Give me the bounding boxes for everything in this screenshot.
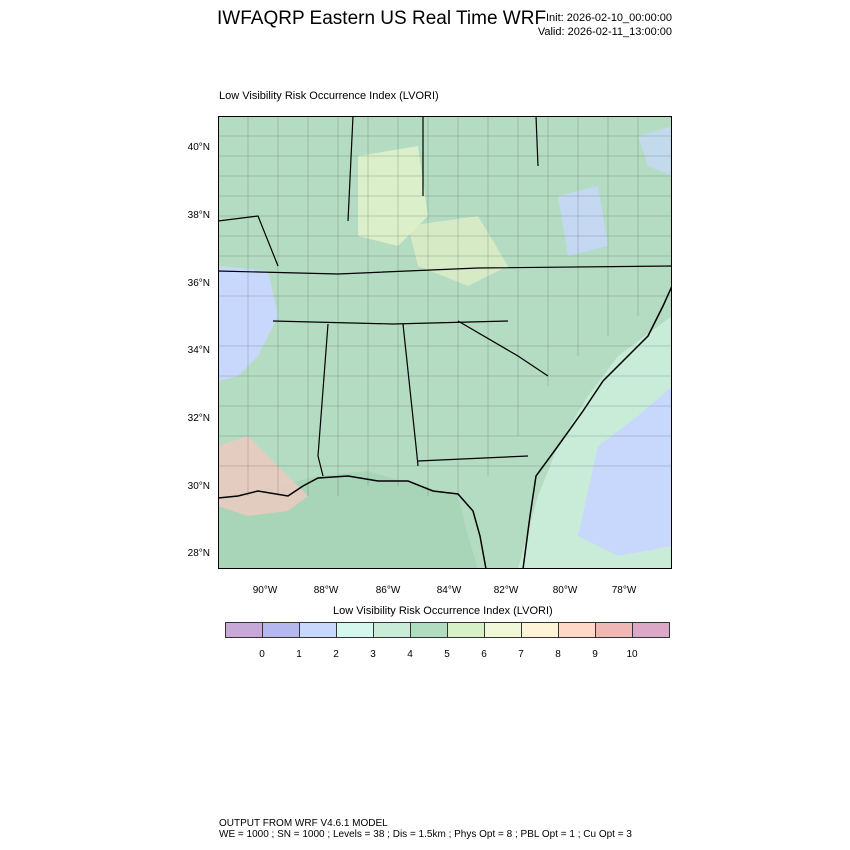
colorbar-segment — [448, 623, 485, 637]
lat-label: 40°N — [187, 142, 210, 153]
colorbar-segment — [263, 623, 300, 637]
colorbar-label: 7 — [518, 649, 524, 660]
footer-model: OUTPUT FROM WRF V4.6.1 MODEL — [219, 818, 388, 829]
colorbar-label: 1 — [296, 649, 302, 660]
init-time: Init: 2026-02-10_00:00:00 — [546, 12, 672, 24]
colorbar-label: 3 — [370, 649, 376, 660]
colorbar-label: 5 — [444, 649, 450, 660]
colorbar-segment — [522, 623, 559, 637]
lat-label: 38°N — [187, 210, 210, 221]
fl-border — [417, 455, 529, 462]
colorbar-label: 0 — [259, 649, 265, 660]
lat-label: 30°N — [187, 481, 210, 492]
lon-label: 84°W — [436, 585, 462, 596]
colorbar-segment — [226, 623, 263, 637]
colorbar-label: 4 — [407, 649, 413, 660]
lon-label: 80°W — [552, 585, 578, 596]
colorbar-segment — [337, 623, 374, 637]
colorbar-label: 9 — [592, 649, 598, 660]
colorbar-segment — [596, 623, 633, 637]
lon-label: 78°W — [611, 585, 637, 596]
low-index-area-atlantic — [578, 386, 672, 556]
lon-label: 90°W — [252, 585, 278, 596]
lon-label: 88°W — [313, 585, 339, 596]
page-title: IWFAQRP Eastern US Real Time WRF — [217, 8, 547, 29]
lon-label: 82°W — [493, 585, 519, 596]
footer-config: WE = 1000 ; SN = 1000 ; Levels = 38 ; Di… — [219, 829, 632, 840]
valid-time: Valid: 2026-02-11_13:00:00 — [537, 26, 672, 38]
colorbar-title: Low Visibility Risk Occurrence Index (LV… — [333, 605, 553, 617]
county-grid — [218, 116, 672, 496]
lat-label: 36°N — [187, 278, 210, 289]
lon-label: 86°W — [375, 585, 401, 596]
lvori-map — [218, 116, 672, 569]
lat-label: 34°N — [187, 345, 210, 356]
atlantic-coastline — [522, 285, 672, 569]
colorbar-segment — [300, 623, 337, 637]
colorbar-segment — [374, 623, 411, 637]
colorbar-segment — [633, 623, 669, 637]
plot-subtitle: Low Visibility Risk Occurrence Index (LV… — [219, 90, 439, 102]
gulf-coastline — [218, 475, 487, 569]
lat-label: 32°N — [187, 413, 210, 424]
colorbar-label: 8 — [555, 649, 561, 660]
colorbar — [225, 622, 670, 638]
lat-label: 28°N — [187, 548, 210, 559]
colorbar-label: 6 — [481, 649, 487, 660]
colorbar-segment — [559, 623, 596, 637]
low-index-area-northeast — [638, 126, 672, 176]
colorbar-label: 10 — [626, 649, 638, 660]
colorbar-segment — [411, 623, 448, 637]
colorbar-segment — [485, 623, 522, 637]
map-frame — [218, 116, 672, 569]
colorbar-label: 2 — [333, 649, 339, 660]
tn-south-border — [272, 320, 509, 325]
low-index-area-virginia — [558, 186, 608, 256]
